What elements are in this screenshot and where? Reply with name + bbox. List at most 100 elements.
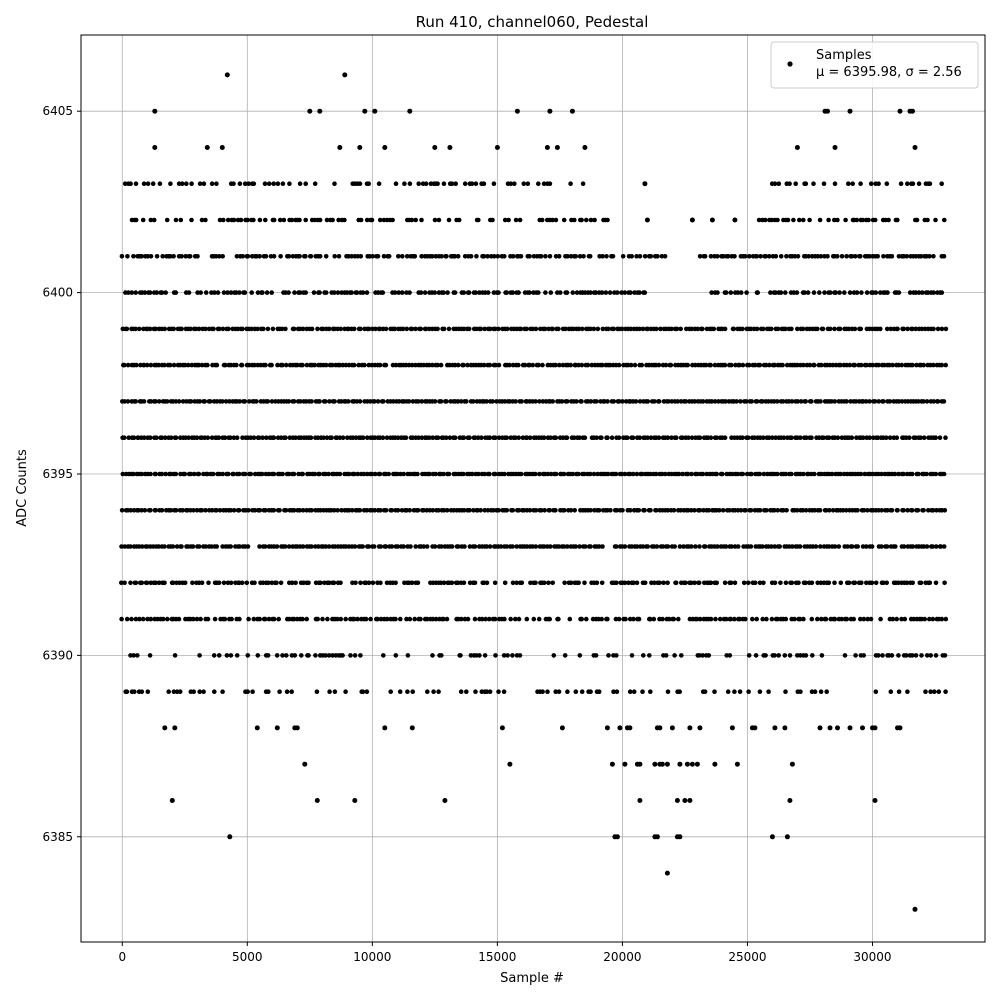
sample-point <box>662 253 668 259</box>
sample-point <box>642 580 648 586</box>
sample-point <box>740 471 746 477</box>
sample-point <box>249 290 254 295</box>
sample-point <box>760 399 765 404</box>
sample-point <box>176 399 182 404</box>
sample-point <box>595 326 601 332</box>
plot-area-frame <box>80 34 986 943</box>
sample-point <box>864 362 869 368</box>
sample-point <box>708 362 713 368</box>
sample-point <box>228 544 233 549</box>
sample-point <box>148 217 154 223</box>
sample-point <box>631 689 637 694</box>
sample-point <box>863 399 869 404</box>
sample-point <box>619 290 624 295</box>
sample-point <box>487 435 493 441</box>
sample-point <box>899 616 904 622</box>
sample-point <box>728 290 734 295</box>
sample-point <box>942 217 947 223</box>
sample-point <box>567 616 573 622</box>
sample-point <box>921 508 926 513</box>
sample-point <box>648 689 653 694</box>
sample-point <box>502 580 508 586</box>
sample-point <box>354 399 360 404</box>
sample-point <box>775 217 780 223</box>
sample-point <box>875 435 881 441</box>
sample-point <box>769 544 774 549</box>
sample-point <box>885 290 890 295</box>
sample-point <box>119 544 124 549</box>
sample-point <box>780 362 785 368</box>
sample-point <box>559 399 565 404</box>
sample-point <box>284 653 289 658</box>
sample-point <box>645 399 651 404</box>
sample-point <box>264 290 270 295</box>
sample-point <box>817 290 822 295</box>
sample-point <box>479 616 485 622</box>
sample-point <box>801 362 806 368</box>
sample-point <box>838 580 844 586</box>
sample-point <box>458 689 464 694</box>
sample-point <box>389 544 395 549</box>
sample-point <box>156 580 162 586</box>
sample-point <box>844 253 849 259</box>
sample-point <box>654 544 660 549</box>
sample-point <box>141 181 147 186</box>
sample-point <box>939 181 944 186</box>
sample-point <box>819 616 824 622</box>
sample-point <box>709 290 714 295</box>
sample-point <box>378 580 383 586</box>
sample-point <box>418 326 424 332</box>
sample-point <box>382 145 388 150</box>
sample-point <box>683 580 688 586</box>
sample-point <box>927 580 933 586</box>
sample-point <box>248 471 254 477</box>
sample-point <box>131 471 136 477</box>
sample-point <box>830 508 836 513</box>
sample-point <box>205 362 210 368</box>
sample-point <box>577 544 582 549</box>
sample-point <box>662 471 668 477</box>
sample-point <box>430 362 435 368</box>
sample-point <box>666 616 672 622</box>
sample-point <box>124 689 130 694</box>
sample-point <box>692 399 698 404</box>
sample-point <box>644 217 650 223</box>
sample-point <box>798 399 804 404</box>
sample-point <box>709 399 714 404</box>
sample-point <box>596 544 602 549</box>
sample-point <box>159 435 165 441</box>
sample-point <box>941 544 947 549</box>
sample-point <box>456 217 462 223</box>
sample-point <box>496 290 501 295</box>
sample-point <box>785 217 791 223</box>
sample-point <box>641 653 646 658</box>
sample-point <box>154 253 160 259</box>
sample-point <box>812 689 818 694</box>
sample-point <box>186 290 192 295</box>
sample-point <box>133 217 139 223</box>
sample-point <box>918 435 923 441</box>
sample-point <box>317 108 323 114</box>
sample-point <box>203 217 208 223</box>
sample-point <box>133 580 139 586</box>
sample-point <box>860 544 866 549</box>
sample-point <box>837 290 842 295</box>
sample-point <box>594 580 600 586</box>
sample-point <box>565 689 570 694</box>
sample-point <box>547 253 553 259</box>
sample-point <box>750 616 755 622</box>
sample-point <box>819 653 825 658</box>
sample-point <box>553 689 558 694</box>
sample-point <box>901 326 906 332</box>
sample-point <box>645 435 650 441</box>
sample-point <box>144 580 150 586</box>
sample-point <box>540 362 545 368</box>
sample-point <box>455 544 461 549</box>
sample-point <box>631 616 636 622</box>
sample-point <box>184 181 189 186</box>
sample-point <box>639 362 645 368</box>
sample-point <box>922 616 927 622</box>
sample-point <box>777 544 782 549</box>
sample-point <box>306 653 311 658</box>
sample-point <box>706 653 712 658</box>
